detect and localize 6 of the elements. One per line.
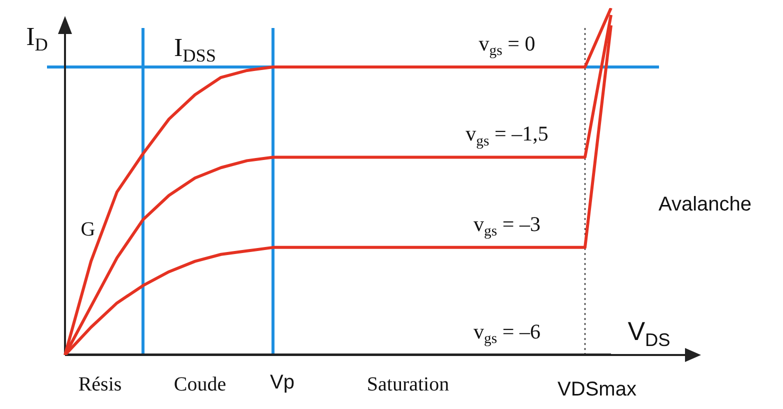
text: Saturation: [366, 373, 450, 396]
text: Résis: [78, 373, 122, 396]
annotation: Avalanche: [658, 194, 752, 216]
text: VDSmax: [558, 378, 636, 401]
text: Coude: [174, 373, 226, 396]
text: Vp: [270, 372, 294, 394]
